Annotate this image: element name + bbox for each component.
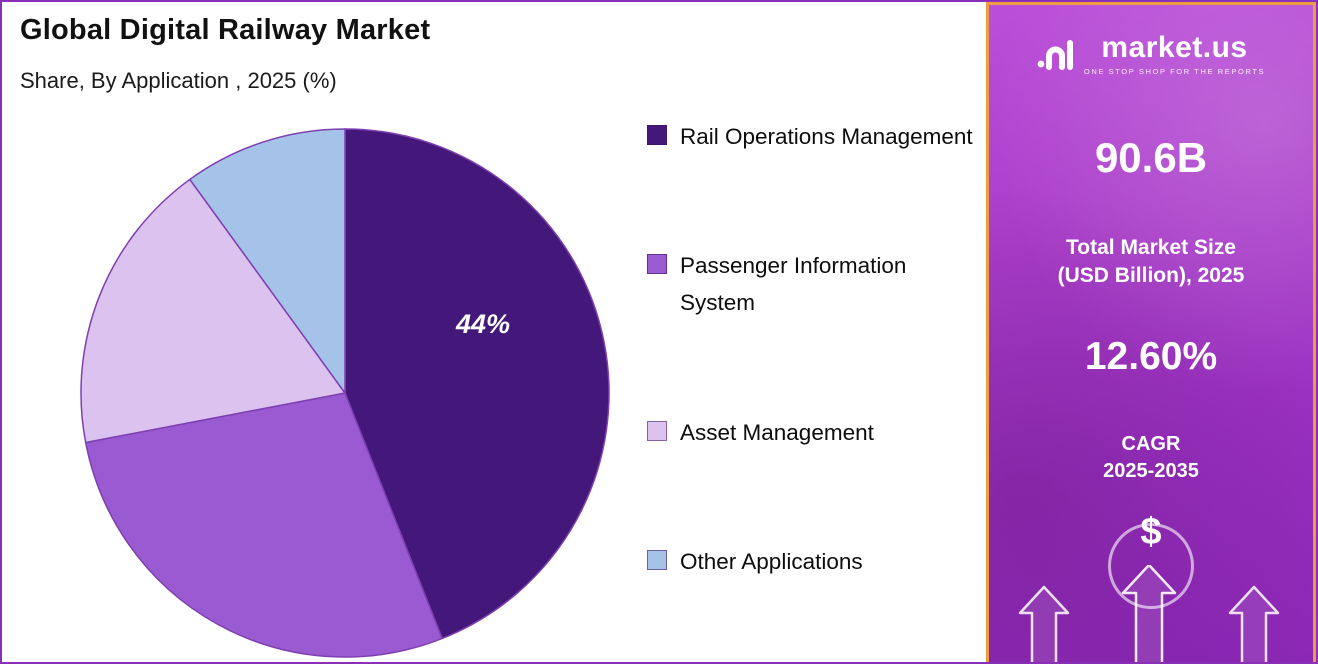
- coin-circle-icon: [1108, 523, 1194, 609]
- market-size-label-line2: (USD Billion), 2025: [1057, 264, 1245, 288]
- legend-swatch: [647, 549, 667, 570]
- chart-subtitle: Share, By Application , 2025 (%): [20, 68, 337, 93]
- legend-swatch: [647, 254, 667, 275]
- pie-slice-3: [188, 128, 346, 396]
- chart-area: Global Digital Railway Market Share, By …: [2, 2, 990, 662]
- pie-data-label: 44%: [455, 309, 510, 339]
- logo-text: market.us: [1101, 31, 1248, 64]
- dollar-icon: $: [1140, 510, 1162, 553]
- stats-panel: market.us ONE STOP SHOP FOR THE REPORTS …: [986, 2, 1316, 662]
- marketus-logo-icon: [1037, 39, 1073, 70]
- pie-slice-1: [84, 392, 444, 658]
- cagr-label: CAGR 2025-2035: [989, 431, 1313, 485]
- legend-item: Other Applications: [647, 543, 977, 580]
- legend-swatch: [647, 420, 667, 441]
- market-size-label-line1: Total Market Size: [1066, 236, 1236, 259]
- legend-item: Rail Operations Management: [647, 118, 977, 155]
- legend-label: Rail Operations Management: [680, 124, 973, 149]
- cagr-label-line2: 2025-2035: [1103, 459, 1199, 482]
- legend-label: Passenger Information System: [680, 253, 907, 316]
- marketus-logo: market.us ONE STOP SHOP FOR THE REPORTS: [989, 31, 1313, 76]
- cagr-value: 12.60%: [1084, 334, 1218, 378]
- pie-slice-2: [80, 178, 347, 444]
- market-size-value: 90.6B: [1094, 134, 1208, 181]
- chart-legend: Rail Operations Management Passenger Info…: [647, 118, 977, 580]
- legend-label: Asset Management: [680, 419, 874, 445]
- legend-item: Passenger Information System: [647, 247, 977, 321]
- legend-swatch: [647, 125, 667, 145]
- cagr-label-line1: CAGR: [1121, 432, 1181, 455]
- legend-item: Asset Management: [647, 414, 977, 451]
- page-title: Global Digital Railway Market: [20, 14, 431, 46]
- pie-slice-0: [344, 128, 610, 640]
- logo-tagline: ONE STOP SHOP FOR THE REPORTS: [1083, 67, 1266, 76]
- market-size-label: Total Market Size (USD Billion), 2025: [989, 234, 1313, 291]
- growth-arrows-icon: [1018, 565, 1280, 662]
- legend-label: Other Applications: [680, 548, 863, 574]
- pie-chart: 44%: [80, 128, 610, 658]
